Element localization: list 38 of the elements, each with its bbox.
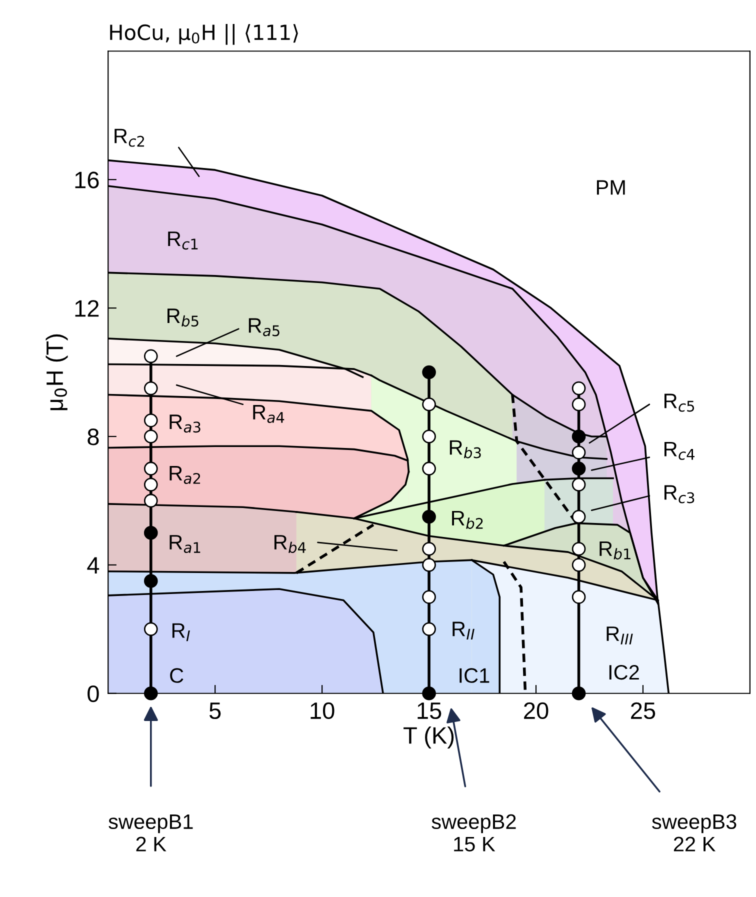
x-tick-label: 10 bbox=[310, 702, 334, 720]
annotation: R$_{b4}$ bbox=[274, 535, 306, 554]
x-axis-title: T (K) bbox=[404, 726, 454, 748]
y-tick-label: 8 bbox=[88, 428, 99, 446]
annotation: R$_{a1}$ bbox=[170, 535, 200, 554]
y-axis-title: μ$_{0}$H (T) bbox=[46, 334, 68, 410]
annotation: R$_{c1}$ bbox=[168, 232, 198, 250]
annotation: R$_{c5}$ bbox=[664, 394, 694, 412]
annotation: R$_{a4}$ bbox=[253, 405, 284, 423]
y-tick-label: 4 bbox=[87, 557, 100, 574]
annotation: R$_{b2}$ bbox=[452, 510, 483, 529]
annotation: R$_{b1}$ bbox=[600, 541, 630, 560]
annotation: R$_{b5}$ bbox=[168, 308, 198, 327]
annotation: R$_{b3}$ bbox=[450, 440, 481, 458]
x-tick-label: 20 bbox=[524, 702, 548, 720]
text: sweepB2 15 K bbox=[432, 814, 516, 852]
annotation: R$_{III}$ bbox=[606, 626, 633, 644]
annotation: R$_{a5}$ bbox=[248, 318, 280, 336]
annotation: PM bbox=[596, 180, 625, 195]
x-tick-label: 15 bbox=[418, 702, 442, 720]
annotation: R$_{c2}$ bbox=[114, 128, 144, 147]
annotation: R$_{c4}$ bbox=[664, 442, 695, 460]
annotation: R$_{a3}$ bbox=[170, 414, 200, 433]
text: sweepB3 22 K bbox=[652, 814, 736, 852]
y-tick-label: 0 bbox=[88, 685, 99, 702]
annotation: R$_{c3}$ bbox=[664, 485, 694, 504]
annotation: R$_{I}$ bbox=[172, 623, 190, 642]
x-tick-label: 5 bbox=[209, 702, 221, 720]
annotation: IC2 bbox=[609, 664, 639, 680]
text: sweepB1 2 K bbox=[108, 814, 193, 852]
annotation: IC1 bbox=[460, 668, 490, 683]
annotation: R$_{a2}$ bbox=[170, 466, 200, 484]
chart-title: HoCu, μ$_{0}$H || ⟨111⟩ bbox=[110, 24, 298, 45]
y-tick-label: 16 bbox=[75, 172, 99, 188]
annotation: C bbox=[170, 668, 184, 683]
y-tick-label: 12 bbox=[75, 300, 99, 317]
x-tick-label: 25 bbox=[631, 702, 656, 720]
annotation: R$_{II}$ bbox=[452, 622, 474, 640]
